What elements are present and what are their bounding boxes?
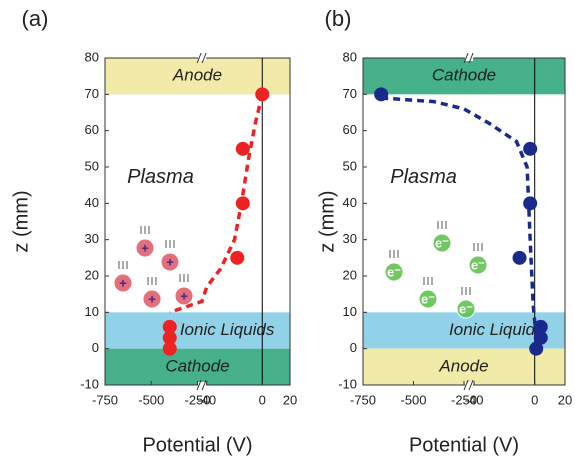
y-axis-label: z (mm): [316, 190, 338, 252]
panel-label: (b): [325, 6, 352, 31]
particle: [135, 238, 155, 258]
data-point: [529, 341, 544, 356]
x-tick-label: -250: [451, 392, 477, 407]
x-axis-label: Potential (V): [409, 434, 519, 456]
axis-break: [463, 379, 469, 391]
x-tick-label: 0: [259, 392, 266, 407]
x-tick-label: -500: [138, 392, 164, 407]
region-label: Anode: [438, 356, 488, 375]
y-tick-label: 0: [350, 340, 357, 355]
particle: [160, 252, 180, 272]
axis-break: [201, 379, 207, 391]
x-axis-label: Potential (V): [142, 434, 252, 456]
region-label: Cathode: [165, 356, 229, 375]
region: [363, 312, 565, 349]
region: [363, 58, 565, 95]
y-tick-label: 70: [85, 86, 99, 101]
y-tick-label: -10: [338, 376, 357, 391]
data-point: [162, 319, 177, 334]
y-tick-label: 20: [343, 267, 357, 282]
region-label: Ionic Liquids: [180, 320, 275, 339]
axis-break: [201, 52, 207, 64]
particle: [113, 273, 133, 293]
particle-label: +: [180, 288, 188, 303]
x-tick-label: 20: [283, 392, 297, 407]
particle: [432, 233, 452, 253]
x-tick-label: 20: [558, 392, 572, 407]
y-tick-label: 10: [343, 304, 357, 319]
y-tick-label: 60: [85, 122, 99, 137]
y-tick-label: 40: [343, 195, 357, 210]
y-tick-label: 50: [85, 158, 99, 173]
particle: [142, 289, 162, 309]
axis-break-gap: [465, 55, 474, 61]
particle: [468, 255, 488, 275]
y-tick-label: 80: [85, 49, 99, 64]
particle: [174, 286, 194, 306]
axis-break-gap: [465, 382, 474, 388]
x-tick-label: -500: [400, 392, 426, 407]
data-point: [523, 141, 538, 156]
data-point: [230, 250, 245, 265]
x-tick-label: -750: [350, 392, 376, 407]
y-tick-label: 80: [343, 49, 357, 64]
region: [105, 348, 290, 385]
particle-label: e⁻: [387, 264, 401, 279]
panel-label: (a): [22, 6, 49, 31]
data-point: [512, 250, 527, 265]
x-tick-label: -250: [184, 392, 210, 407]
x-tick-label: 0: [531, 392, 538, 407]
annotation: Plasma: [390, 166, 457, 188]
annotation: Plasma: [127, 166, 194, 188]
fit-curve: [381, 96, 538, 338]
y-tick-label: 30: [85, 231, 99, 246]
fit-curve: [169, 93, 264, 314]
particle-label: e⁻: [459, 301, 473, 316]
y-tick-label: 60: [343, 122, 357, 137]
region: [363, 348, 565, 385]
axis-break-gap: [198, 55, 207, 61]
particle-label: e⁻: [435, 235, 449, 250]
x-tick-label: -40: [465, 392, 484, 407]
axis-break-gap: [198, 382, 207, 388]
y-tick-label: 40: [85, 195, 99, 210]
y-tick-label: 30: [343, 231, 357, 246]
y-tick-label: -10: [80, 376, 99, 391]
particle: [456, 299, 476, 319]
particle-label: e⁻: [421, 291, 435, 306]
x-tick-label: -40: [197, 392, 216, 407]
axis-break: [468, 52, 474, 64]
region: [105, 312, 290, 349]
region-label: Cathode: [432, 66, 496, 85]
y-tick-label: 70: [343, 86, 357, 101]
particle: [418, 289, 438, 309]
y-tick-label: 10: [85, 304, 99, 319]
region-label: Anode: [172, 66, 222, 85]
particle-label: +: [166, 254, 174, 269]
data-point: [162, 330, 177, 345]
y-tick-label: 0: [92, 340, 99, 355]
particle-label: +: [148, 291, 156, 306]
particle-label: +: [119, 275, 127, 290]
axis-break: [463, 52, 469, 64]
region-label: Ionic Liquids: [449, 320, 544, 339]
x-tick-label: -750: [92, 392, 118, 407]
axis-break: [468, 379, 474, 391]
particle-label: e⁻: [471, 257, 485, 272]
axis-break: [196, 52, 202, 64]
particle-label: +: [141, 240, 149, 255]
data-point: [235, 141, 250, 156]
y-axis-label: z (mm): [10, 190, 32, 252]
data-point: [162, 341, 177, 356]
particle: [384, 262, 404, 282]
y-tick-label: 20: [85, 267, 99, 282]
y-tick-label: 50: [343, 158, 357, 173]
axis-break: [196, 379, 202, 391]
